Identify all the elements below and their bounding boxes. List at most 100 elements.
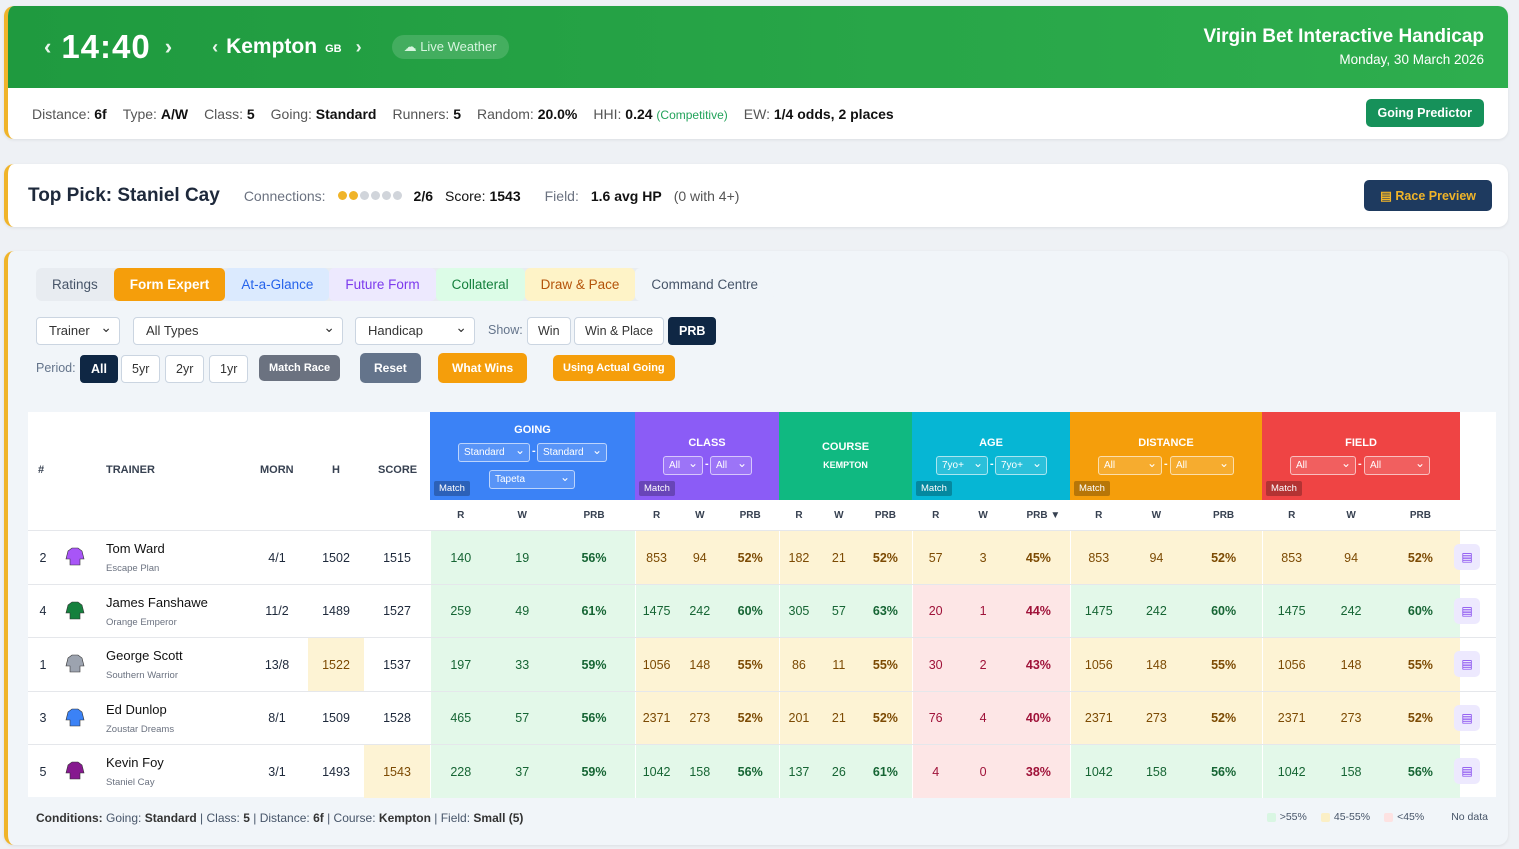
tab-form-expert[interactable]: Form Expert — [113, 268, 226, 301]
subcol-course-prb[interactable]: PRB — [874, 509, 896, 521]
col-h[interactable]: H — [332, 464, 340, 476]
using-actual-going-button[interactable]: Using Actual Going — [553, 355, 675, 381]
tab-at-a-glance[interactable]: At-a-Glance — [225, 268, 330, 301]
table-row[interactable]: 3 Ed Dunlop Zoustar Dreams 8/1 1509 1528 465 57… — [28, 690, 1496, 745]
going-predictor-button[interactable]: Going Predictor — [1365, 99, 1484, 127]
prev-course-icon[interactable]: ‹ — [212, 36, 219, 57]
course-subtitle: KEMPTON — [823, 460, 868, 470]
going-match-button[interactable]: Match — [434, 481, 470, 496]
notes-icon[interactable]: ▤ — [1454, 544, 1480, 570]
tab-command-centre[interactable]: Command Centre — [635, 268, 774, 301]
prev-race-icon[interactable]: ‹ — [44, 34, 52, 59]
notes-icon[interactable]: ▤ — [1454, 758, 1480, 784]
col-score[interactable]: SCORE — [378, 464, 418, 476]
subcol-distance-prb[interactable]: PRB — [1213, 509, 1235, 521]
next-course-icon[interactable]: › — [355, 36, 362, 57]
field-w: 94 — [1344, 550, 1359, 565]
live-weather-button[interactable]: ☁ Live Weather — [391, 35, 509, 59]
silk-icon — [64, 759, 86, 781]
course-r: 86 — [791, 657, 806, 672]
col-morn[interactable]: MORN — [260, 464, 294, 476]
morning-price: 4/1 — [268, 550, 286, 565]
h-rating: 1522 — [308, 638, 364, 691]
period-2yr-button[interactable]: 2yr — [165, 355, 205, 383]
class-match-button[interactable]: Match — [639, 481, 675, 496]
subcol-course-r[interactable]: R — [795, 509, 803, 521]
tab-draw-pace[interactable]: Draw & Pace — [524, 268, 636, 301]
field-match-button[interactable]: Match — [1266, 481, 1302, 496]
table-row[interactable]: 2 Tom Ward Escape Plan 4/1 1502 1515 140 19 56% 8… — [28, 530, 1496, 584]
subcol-course-w[interactable]: W — [834, 509, 844, 521]
subcol-distance-r[interactable]: R — [1095, 509, 1103, 521]
table-row[interactable]: 4 James Fanshawe Orange Emperor 11/2 1489 152… — [28, 583, 1496, 638]
show-win-button[interactable]: Win — [527, 317, 571, 345]
age-match-button[interactable]: Match — [916, 481, 952, 496]
subcol-going-r[interactable]: R — [457, 509, 465, 521]
class-r: 1475 — [642, 604, 671, 618]
next-race-icon[interactable]: › — [164, 34, 173, 59]
info-type: Type: A/W — [122, 105, 189, 122]
class-from-select[interactable]: All — [663, 456, 703, 475]
field-prb: 56% — [1407, 764, 1433, 779]
going-prb: 56% — [581, 711, 607, 725]
going-from-select[interactable]: Standard — [458, 443, 530, 462]
tab-future-form[interactable]: Future Form — [329, 268, 436, 301]
subcol-age-r[interactable]: R — [932, 509, 940, 521]
notes-icon[interactable]: ▤ — [1454, 704, 1480, 731]
trainer-select[interactable]: Trainer — [36, 317, 120, 345]
show-prb-button[interactable]: PRB — [668, 317, 717, 345]
age-from-select[interactable]: 7yo+ — [936, 456, 988, 475]
col-trainer[interactable]: TRAINER — [106, 464, 155, 476]
period-5yr-button[interactable]: 5yr — [121, 355, 161, 383]
handicap-select[interactable]: Handicap — [355, 317, 475, 345]
subcol-distance-w[interactable]: W — [1151, 509, 1162, 521]
subcol-class-w[interactable]: W — [695, 509, 705, 521]
notes-icon[interactable]: ▤ — [1454, 651, 1480, 677]
surface-select[interactable]: Tapeta — [489, 470, 575, 489]
tab-collateral[interactable]: Collateral — [435, 268, 525, 301]
going-to-select[interactable]: Standard — [537, 443, 607, 462]
distance-match-button[interactable]: Match — [1074, 481, 1110, 496]
subcol-class-r[interactable]: R — [652, 509, 661, 521]
trainer-name[interactable]: Kevin Foy — [106, 755, 164, 770]
going-title: GOING — [514, 424, 551, 436]
age-r: 4 — [932, 764, 940, 779]
silk-icon — [64, 545, 86, 567]
distance-to-select[interactable]: All — [1170, 456, 1234, 475]
age-to-select[interactable]: 7yo+ — [995, 456, 1047, 475]
trainer-name[interactable]: George Scott — [106, 648, 183, 663]
reset-button[interactable]: Reset — [360, 353, 421, 383]
field-to-select[interactable]: All — [1364, 456, 1430, 475]
period-1yr-button[interactable]: 1yr — [209, 355, 249, 383]
subcol-field-w[interactable]: W — [1346, 509, 1356, 521]
class-to-select[interactable]: All — [710, 456, 752, 475]
table-row[interactable]: 5 Kevin Foy Staniel Cay 3/1 1493 1543 228 37 59%… — [28, 744, 1496, 798]
subcol-class-prb[interactable]: PRB — [739, 509, 761, 521]
class-cell-bg — [635, 584, 779, 638]
table-row[interactable]: 1 George Scott Southern Warrior 13/8 1522 153… — [28, 637, 1496, 691]
field-value: 1.6 avg HP — [590, 187, 662, 204]
field-cell-bg — [1262, 745, 1460, 798]
course-r: 137 — [788, 764, 810, 779]
field-from-select[interactable]: All — [1290, 456, 1356, 475]
match-race-button[interactable]: Match Race — [259, 355, 341, 381]
trainer-name[interactable]: James Fanshawe — [106, 594, 208, 610]
subcol-going-w[interactable]: W — [517, 509, 527, 521]
subcol-age-w[interactable]: W — [978, 509, 988, 521]
show-win-place-button[interactable]: Win & Place — [574, 317, 665, 345]
trainer-name[interactable]: Tom Ward — [106, 541, 165, 556]
going-r: 228 — [450, 764, 472, 779]
types-select[interactable]: All Types — [133, 317, 343, 345]
subcol-age-prb[interactable]: PRB ▼ — [1026, 509, 1061, 521]
period-all-button[interactable]: All — [80, 355, 118, 383]
subcol-field-r[interactable]: R — [1288, 509, 1296, 521]
distance-from-select[interactable]: All — [1098, 456, 1162, 475]
subcol-field-prb[interactable]: PRB — [1409, 509, 1431, 521]
notes-icon[interactable]: ▤ — [1454, 597, 1480, 624]
what-wins-button[interactable]: What Wins — [438, 353, 528, 383]
trainer-name[interactable]: Ed Dunlop — [106, 701, 167, 717]
field-cell-bg — [1262, 691, 1460, 745]
race-preview-button[interactable]: ▤ Race Preview — [1364, 180, 1492, 211]
tab-ratings[interactable]: Ratings — [52, 277, 98, 292]
subcol-going-prb[interactable]: PRB — [583, 509, 605, 521]
